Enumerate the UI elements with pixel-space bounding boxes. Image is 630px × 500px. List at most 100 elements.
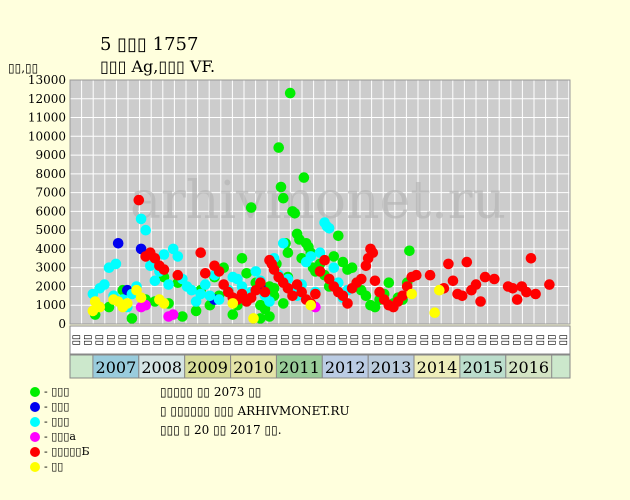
legend-swatch [30, 417, 40, 427]
y-tick-label: 2000 [35, 279, 66, 293]
month-tick-label: ▯▯ [419, 334, 430, 345]
month-tick-label: ▯▯ [512, 334, 523, 345]
legend-swatch [30, 432, 40, 442]
data-point [507, 283, 518, 294]
data-point [310, 288, 321, 300]
legend-swatch [30, 462, 40, 472]
data-point [289, 208, 301, 219]
month-tick-label: ▯▯ [106, 334, 117, 345]
legend-label: - ▯▯▯ [44, 400, 70, 413]
month-tick-label: ▯▯ [430, 334, 441, 345]
month-tick-label: ▯▯ [187, 334, 198, 345]
month-tick-label: ▯▯ [280, 334, 291, 345]
data-point [259, 286, 271, 298]
year-label: 2009 [187, 358, 228, 377]
month-tick-label: ▯▯ [454, 334, 465, 345]
y-tick-label: 6000 [35, 204, 66, 218]
month-tick-label: ▯▯ [268, 334, 279, 345]
y-tick-label: 8000 [35, 167, 66, 181]
data-point [122, 298, 133, 309]
data-point [204, 290, 216, 302]
data-point [135, 213, 147, 225]
month-tick-label: ▯▯ [303, 334, 314, 345]
data-point [112, 238, 124, 249]
month-tick-label: ▯▯ [291, 334, 302, 345]
data-point [255, 277, 266, 289]
month-tick-label: ▯▯ [94, 334, 105, 345]
year-label: 2014 [417, 358, 458, 377]
year-label: 2011 [279, 358, 320, 377]
month-tick-label: ▯▯ [558, 334, 569, 345]
year-label: 2010 [233, 358, 274, 377]
month-tick-label: ▯▯ [233, 334, 244, 345]
data-point [200, 268, 211, 279]
data-point [298, 172, 310, 183]
y-tick-label: 0 [58, 317, 66, 331]
data-point [195, 247, 206, 258]
y-tick-label: 3000 [35, 261, 66, 275]
data-point [177, 311, 188, 322]
data-point [470, 279, 482, 290]
data-point [521, 286, 532, 298]
data-point [342, 298, 353, 309]
data-point [356, 273, 367, 285]
month-tick-label: ▯▯ [326, 334, 337, 345]
month-tick-label: ▯▯ [477, 334, 488, 345]
legend-label: - ▯▯▯а [44, 430, 76, 443]
legend-swatch [30, 447, 40, 457]
data-point [245, 202, 257, 213]
data-point [268, 283, 280, 294]
month-tick-label: ▯▯ [523, 334, 534, 345]
month-tick-label: ▯▯ [465, 334, 476, 345]
data-point [172, 251, 184, 262]
month-tick-label: ▯▯ [442, 334, 453, 345]
month-tick-label: ▯▯ [82, 334, 93, 345]
data-point [158, 249, 170, 260]
data-point [273, 142, 285, 153]
data-point [172, 269, 184, 281]
data-point [424, 269, 436, 281]
data-point [284, 87, 296, 99]
data-point [186, 284, 197, 296]
month-tick-label: ▯▯ [546, 334, 557, 345]
y-tick-label: 9000 [35, 148, 66, 162]
data-point [110, 258, 122, 270]
y-tick-label: 13000 [28, 73, 66, 87]
data-point [511, 294, 523, 305]
data-point [429, 307, 441, 319]
month-tick-label: ▯▯ [349, 334, 360, 345]
data-point [167, 309, 179, 320]
data-point [195, 288, 206, 300]
month-tick-label: ▯▯ [152, 334, 163, 345]
data-point [367, 247, 379, 258]
data-point [248, 313, 259, 324]
data-point [434, 284, 445, 296]
data-point [314, 266, 326, 277]
y-tick-label: 11000 [28, 111, 66, 125]
plot-border [69, 79, 571, 325]
data-point [479, 271, 491, 283]
year-label: 2008 [141, 358, 182, 377]
data-point [278, 238, 289, 249]
data-point [287, 290, 298, 302]
data-point [404, 245, 415, 257]
y-tick-label: 4000 [35, 242, 66, 256]
y-tick-label: 12000 [28, 92, 66, 106]
month-tick-label: ▯▯ [175, 334, 186, 345]
year-label: 2013 [371, 358, 412, 377]
month-tick-label: ▯▯ [361, 334, 372, 345]
data-point [149, 275, 161, 287]
legend-swatch [30, 387, 40, 397]
info-line-3: ▯▯▯ ▯ 20 ▯▯ 2017 ▯▯. [160, 423, 282, 437]
month-tick-label: ▯▯ [535, 334, 546, 345]
data-point [255, 299, 266, 311]
month-tick-label: ▯▯ [314, 334, 325, 345]
data-point [278, 192, 289, 204]
month-tick-label: ▯▯ [384, 334, 395, 345]
data-point [213, 294, 225, 305]
data-points [87, 87, 555, 324]
data-point [190, 305, 202, 317]
data-point [319, 254, 330, 266]
data-point [461, 256, 473, 268]
